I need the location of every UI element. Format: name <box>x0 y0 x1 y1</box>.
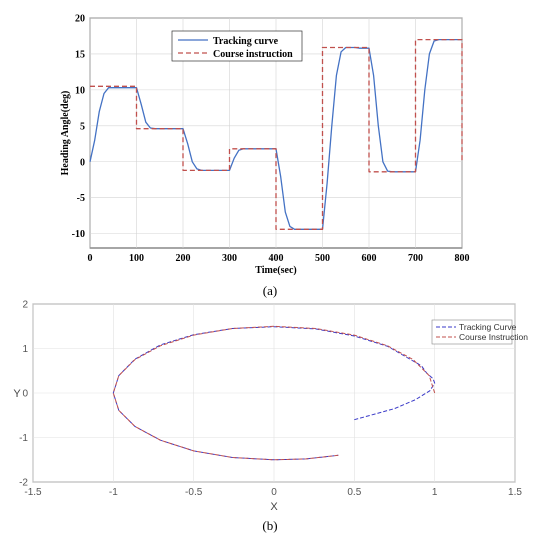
legend-box-a <box>171 30 303 62</box>
y-tick-label: -5 <box>77 193 85 204</box>
x-tick-label: 100 <box>129 253 144 264</box>
legend-label-course-instruction: Course instruction <box>213 49 293 60</box>
x-axis-label-b: X <box>270 501 278 513</box>
series-a <box>89 38 463 230</box>
chart-b: -1.5 -1 -0.5 0 0.5 1 1.5 -2 -1 0 1 2 X Y Tracking C… <box>13 300 528 534</box>
y-tick-label: 1 <box>22 344 28 355</box>
y-tick-label: 0 <box>22 389 28 400</box>
y-axis-label-a: Heading Angle(deg) <box>60 91 71 176</box>
x-tick-label: 700 <box>408 253 423 264</box>
legend-label-tracking-curve-b: Tracking Curve <box>459 322 517 332</box>
x-tick-label: -0.5 <box>185 487 203 498</box>
x-tick-label: 500 <box>315 253 330 264</box>
series-line-course-instruction <box>90 38 463 230</box>
legend-label-course-instruction-b: Course Instruction <box>459 332 528 342</box>
x-tick-label: 0 <box>271 487 277 498</box>
x-axis-label-a: Time(sec) <box>255 265 296 276</box>
y-tick-label: -10 <box>72 229 85 240</box>
y-tick-label: 15 <box>75 49 85 60</box>
chart-a: 0 100 200 300 400 500 600 700 800 -10 -5 0 5 10 15 20 T… <box>60 14 470 299</box>
x-tick-label: 200 <box>176 253 191 264</box>
legend-box-b <box>431 319 513 345</box>
x-tick-label: 400 <box>269 253 284 264</box>
legend-b: Tracking Curve Course Instruction <box>431 319 528 345</box>
x-tick-label: 0 <box>88 253 93 264</box>
x-tick-label: 1 <box>432 487 438 498</box>
ticks-a: 0 100 200 300 400 500 600 700 800 -10 -5 0 5 10 15 20 <box>72 14 470 265</box>
y-tick-label: 5 <box>80 121 85 132</box>
y-axis-label-b: Y <box>13 388 21 400</box>
y-tick-label: 10 <box>75 85 85 96</box>
y-tick-label: 0 <box>80 157 85 168</box>
caption-a: (a) <box>263 283 277 298</box>
x-tick-label: 300 <box>222 253 237 264</box>
x-tick-label: 0.5 <box>347 487 361 498</box>
y-tick-label: -2 <box>19 478 28 489</box>
y-tick-label: 20 <box>75 14 85 25</box>
x-tick-label: -1 <box>109 487 118 498</box>
grid-a <box>89 17 463 248</box>
ticks-b: -1.5 -1 -0.5 0 0.5 1 1.5 -2 -1 0 1 2 <box>19 300 522 499</box>
series-b <box>112 325 436 461</box>
x-tick-label: 800 <box>455 253 470 264</box>
x-tick-label: -1.5 <box>24 487 42 498</box>
series-line-course-instruction <box>112 325 436 461</box>
y-tick-label: 2 <box>22 300 28 311</box>
caption-b: (b) <box>262 518 277 533</box>
y-tick-label: -1 <box>19 433 28 444</box>
x-tick-label: 1.5 <box>508 487 522 498</box>
legend-a: Tracking curve Course instruction <box>171 30 303 62</box>
legend-label-tracking-curve: Tracking curve <box>213 36 279 47</box>
x-tick-label: 600 <box>362 253 377 264</box>
